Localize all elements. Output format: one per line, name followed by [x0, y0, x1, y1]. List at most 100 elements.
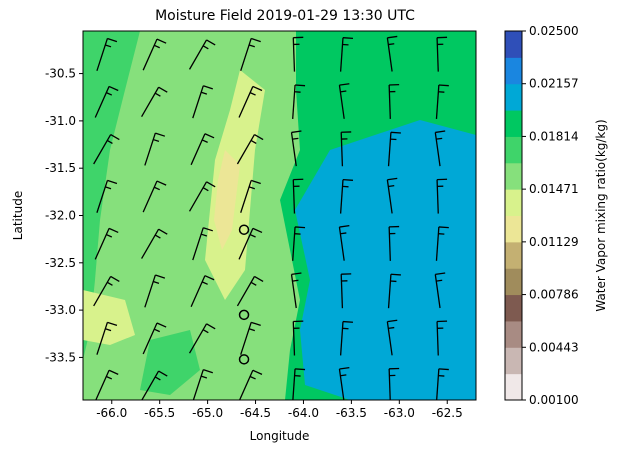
colorbar-segment: [505, 110, 522, 137]
wind-barb: [292, 226, 306, 261]
wind-barb: [240, 179, 261, 213]
wind-barb: [436, 178, 448, 214]
wind-barb: [190, 133, 215, 166]
wind-barb: [436, 368, 449, 400]
colorbar: 0.00100 0.00443 0.00786 0.01129 0.01471 0.018…: [504, 24, 579, 407]
x-tick-label: -64.5: [240, 406, 271, 420]
colorbar-segment: [505, 373, 522, 401]
colorbar-label: Water Vapor mixing ratio(kg/kg): [594, 119, 608, 311]
wind-barb: [339, 320, 354, 356]
wind-barb: [292, 320, 304, 356]
chart-title: Moisture Field 2019-01-29 13:30 UTC: [155, 8, 415, 24]
wind-barb: [435, 84, 449, 119]
wind-barb: [290, 130, 302, 167]
colorbar-tick-label: 0.00443: [529, 340, 579, 354]
x-tick-label: -65.5: [144, 406, 175, 420]
wind-barb: [141, 86, 168, 118]
y-tick-label: -32.0: [45, 209, 76, 223]
wind-barb: [192, 369, 213, 400]
wind-barb: [236, 133, 264, 165]
wind-barb: [94, 227, 119, 260]
y-axis-label: Latitude: [11, 191, 25, 240]
wind-barb: [340, 131, 352, 167]
wind-barb: [141, 228, 168, 259]
wind-barb: [188, 323, 216, 354]
wind-barb: [386, 177, 398, 214]
wind-barb: [338, 83, 350, 119]
wind-barb: [339, 37, 354, 72]
colorbar-segment: [505, 215, 522, 243]
wind-barb: [96, 321, 118, 355]
x-tick-label: -63.5: [336, 406, 367, 420]
wind-barb: [240, 321, 261, 355]
colorbar-tick-label: 0.01471: [529, 182, 579, 196]
wind-barb: [338, 225, 350, 261]
station-circle-0: [238, 224, 250, 235]
colorbar-tick-label: 0.01129: [529, 235, 579, 249]
wind-barb: [292, 178, 304, 214]
wind-barb: [240, 37, 261, 72]
wind-barb: [387, 131, 401, 167]
colorbar-tick-label: 0.02157: [529, 77, 579, 91]
wind-barb: [96, 179, 118, 213]
colorbar-frame: [504, 30, 523, 401]
colorbar-tick-label: 0.00786: [529, 288, 579, 302]
wind-barb: [340, 273, 352, 309]
wind-barb: [144, 274, 166, 308]
y-axis: -30.5 -31.0 -31.5 -32.0 -32.5 -33.0 -33.5: [45, 67, 83, 364]
wind-barb: [192, 227, 213, 261]
x-axis: -66.0 -65.5 -65.0 -64.5 -64.0 -63.5 -63.0 -62.5: [96, 400, 463, 420]
wind-barb: [141, 370, 168, 400]
moisture-field: [83, 31, 476, 400]
colorbar-segment: [505, 189, 522, 216]
colorbar-segment: [505, 268, 522, 296]
field-west-patch: [83, 290, 135, 345]
wind-barb: [144, 132, 166, 166]
colorbar-segment: [505, 136, 522, 164]
y-tick-label: -33.0: [45, 303, 76, 317]
colorbar-segment: [505, 57, 522, 85]
x-tick-label: -63.0: [384, 406, 415, 420]
wind-barb: [388, 367, 400, 400]
wind-barb: [434, 272, 446, 309]
wind-barb: [142, 38, 167, 71]
y-tick-label: -32.5: [45, 256, 76, 270]
wind-barb: [388, 83, 400, 119]
station-circle-1: [238, 309, 250, 321]
wind-barb: [142, 322, 167, 355]
colorbar-segment: [505, 31, 522, 58]
colorbar-segment: [505, 320, 522, 348]
wind-barb: [292, 368, 306, 400]
y-tick-label: -31.0: [45, 114, 76, 128]
wind-barb: [386, 35, 398, 72]
wind-barb: [434, 130, 446, 167]
colorbar-segment: [505, 347, 522, 375]
colorbar-tick-label: 0.00100: [529, 393, 579, 407]
wind-barb: [290, 272, 302, 309]
y-tick-label: -31.5: [45, 161, 76, 175]
wind-barb: [292, 84, 306, 119]
wind-barb: [436, 36, 448, 72]
y-tick-label: -33.5: [45, 350, 76, 364]
wind-barb: [95, 369, 119, 400]
wind-barb: [236, 275, 264, 307]
wind-barb: [188, 181, 216, 212]
colorbar-segment: [505, 241, 522, 269]
wind-barb: [338, 366, 350, 400]
wind-barb: [93, 133, 120, 165]
wind-barb: [94, 85, 119, 118]
x-tick-label: -66.0: [96, 406, 127, 420]
wind-barb: [96, 37, 118, 72]
wind-barb: [339, 178, 354, 214]
wind-barb: [188, 39, 216, 70]
x-axis-label: Longitude: [250, 429, 310, 443]
wind-barb: [192, 85, 213, 119]
wind-barb: [238, 369, 263, 400]
wind-barb: [386, 319, 398, 356]
colorbar-segment: [505, 83, 522, 111]
wind-barb: [238, 227, 263, 260]
x-tick-label: -62.5: [432, 406, 463, 420]
plot-area: [82, 30, 477, 401]
x-tick-label: -65.0: [192, 406, 223, 420]
